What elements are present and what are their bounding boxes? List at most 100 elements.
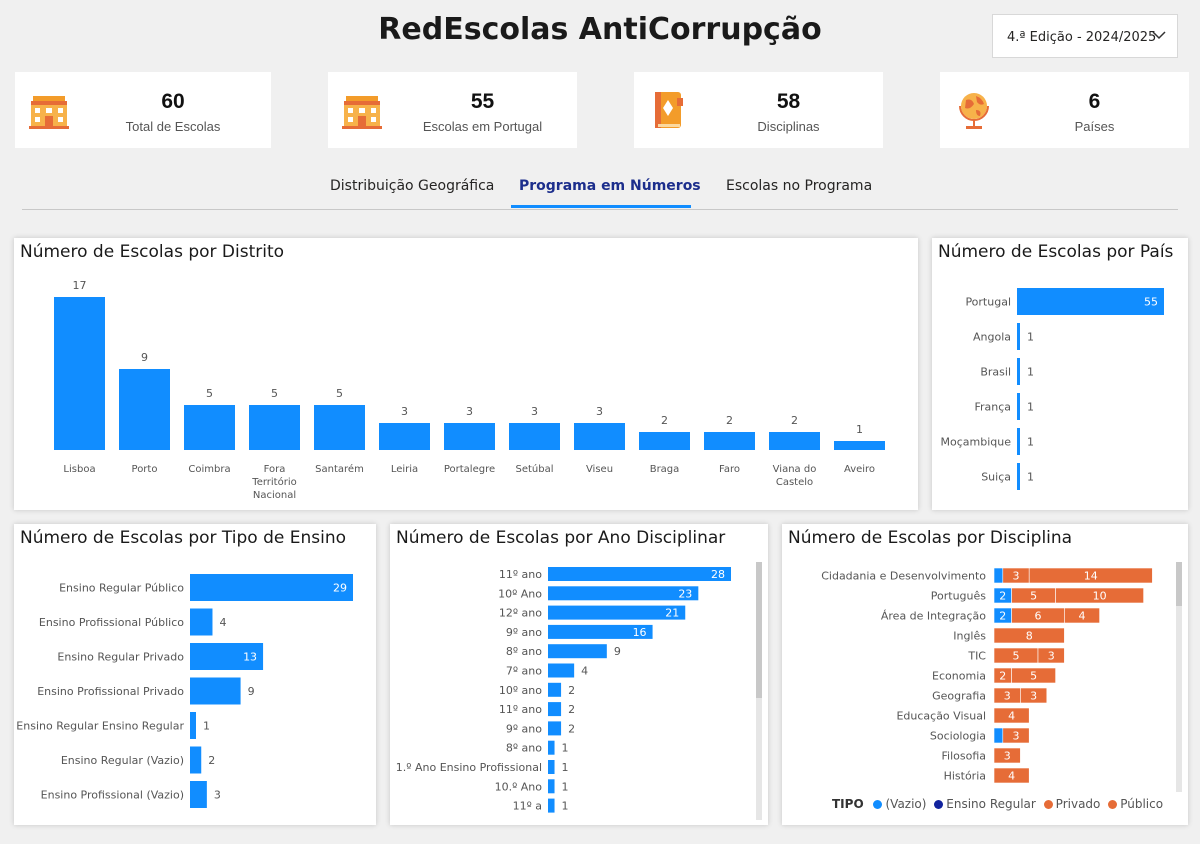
bar[interactable] (509, 423, 560, 450)
bar[interactable] (548, 721, 562, 736)
chart-scrollbar[interactable] (1176, 562, 1182, 792)
edition-dropdown[interactable]: 4.ª Edição - 2024/2025 (992, 14, 1178, 58)
tick-label: Portugal (965, 296, 1011, 309)
legend-label: Privado (1055, 797, 1101, 811)
bar[interactable] (548, 605, 686, 620)
tick-label: 12º ano (499, 607, 542, 620)
tick-label: Ensino Profissional (Vazio) (41, 789, 184, 802)
bar[interactable] (190, 712, 196, 739)
bar[interactable] (548, 644, 607, 659)
bar[interactable] (54, 297, 105, 450)
tab-distribuicao-geografica[interactable]: Distribuição Geográfica (330, 178, 495, 194)
bar[interactable] (379, 423, 430, 450)
chevron-down-icon (1152, 31, 1166, 40)
tick-label: Sociologia (930, 730, 986, 743)
data-label: 28 (711, 568, 725, 581)
chart-title: Número de Escolas por Distrito (20, 242, 285, 262)
bar-segment[interactable] (993, 727, 1004, 744)
bar[interactable] (704, 432, 755, 450)
scrollbar-thumb[interactable] (756, 562, 762, 698)
kpi-value: 55 (470, 90, 495, 113)
data-label: 3 (596, 405, 603, 418)
bar[interactable] (1017, 288, 1164, 315)
bar[interactable] (190, 677, 241, 705)
tick-label: Nacional (253, 490, 296, 501)
bar[interactable] (548, 779, 555, 794)
chart-scrollbar[interactable] (756, 562, 762, 820)
bar-segment[interactable] (1037, 647, 1065, 664)
bar[interactable] (249, 405, 300, 450)
bar-segment[interactable] (993, 767, 1030, 784)
bar-segment[interactable] (1028, 567, 1153, 584)
bar[interactable] (548, 760, 555, 774)
tick-label: Educação Visual (896, 710, 986, 723)
bar[interactable] (314, 405, 365, 450)
bar[interactable] (548, 682, 562, 697)
bar-segment[interactable] (993, 707, 1030, 724)
data-label: 23 (678, 587, 692, 600)
bar-segment[interactable] (1020, 687, 1048, 704)
bar[interactable] (119, 369, 170, 450)
bar[interactable] (190, 643, 264, 670)
legend-item[interactable]: (Vazio) (873, 797, 926, 811)
bar-segment[interactable] (993, 567, 1004, 584)
scrollbar-thumb[interactable] (1176, 562, 1182, 606)
tick-label: Economia (932, 670, 986, 683)
tick-label: Ensino Profissional Privado (37, 685, 184, 698)
data-label: 2 (726, 414, 733, 427)
bar[interactable] (548, 702, 562, 717)
bar[interactable] (190, 574, 353, 601)
bar[interactable] (444, 423, 495, 450)
bar[interactable] (190, 608, 213, 636)
bar[interactable] (184, 405, 235, 450)
bar[interactable] (548, 740, 555, 755)
data-label: 9 (248, 685, 255, 698)
data-label: 16 (633, 626, 647, 639)
bar-segment[interactable] (993, 747, 1021, 764)
tab-programa-em-numeros[interactable]: Programa em Números (519, 178, 701, 194)
tick-label: História (944, 770, 986, 783)
data-label: 1 (1027, 471, 1034, 484)
bar[interactable] (548, 567, 731, 581)
legend-title: TIPO (832, 797, 864, 811)
bar-segment[interactable] (1055, 587, 1144, 604)
kpi-card-disciplines: 58 Disciplinas (634, 72, 883, 148)
bar[interactable] (548, 663, 575, 678)
legend-item[interactable]: Privado (1043, 797, 1101, 811)
legend-item[interactable]: Ensino Regular (934, 797, 1036, 811)
tick-label: Ensino Regular Privado (57, 651, 184, 664)
tick-label: Lisboa (63, 464, 95, 475)
bar-segment[interactable] (1002, 727, 1030, 744)
bar[interactable] (1017, 358, 1020, 385)
bar[interactable] (574, 423, 625, 450)
data-label: 17 (73, 279, 87, 292)
bar[interactable] (190, 746, 202, 774)
legend-item[interactable]: Público (1108, 797, 1163, 811)
bar[interactable] (548, 624, 653, 639)
bar-segment[interactable] (993, 627, 1065, 644)
bar[interactable] (639, 432, 690, 450)
bar[interactable] (1017, 428, 1020, 455)
tab-escolas-no-programa[interactable]: Escolas no Programa (726, 178, 873, 194)
tick-label: Ensino Regular (Vazio) (61, 754, 184, 767)
chart-panel-distrito: Número de Escolas por Distrito 17 Lisboa 9… (14, 238, 918, 510)
bar[interactable] (834, 441, 885, 450)
bar[interactable] (548, 798, 555, 813)
bar-segment[interactable] (1064, 607, 1100, 624)
bar[interactable] (548, 586, 699, 601)
tick-label: Suiça (981, 471, 1011, 484)
tick-label: Inglês (953, 630, 986, 643)
tab-bar: Distribuição Geográfica Programa em Núme… (22, 166, 1178, 210)
bar[interactable] (190, 781, 207, 808)
bar[interactable] (769, 432, 820, 450)
bar[interactable] (1017, 393, 1020, 420)
bar-segment[interactable] (1011, 667, 1056, 684)
bar[interactable] (1017, 323, 1020, 350)
tick-label: 10º Ano (498, 587, 542, 600)
globe-icon (959, 93, 989, 129)
bar[interactable] (1017, 463, 1020, 490)
kpi-card-total-schools: 60 Total de Escolas (15, 72, 271, 148)
chart-title: Número de Escolas por Disciplina (788, 528, 1073, 548)
chart-panel-ano-disciplinar: Número de Escolas por Ano Disciplinar 11… (390, 524, 768, 825)
